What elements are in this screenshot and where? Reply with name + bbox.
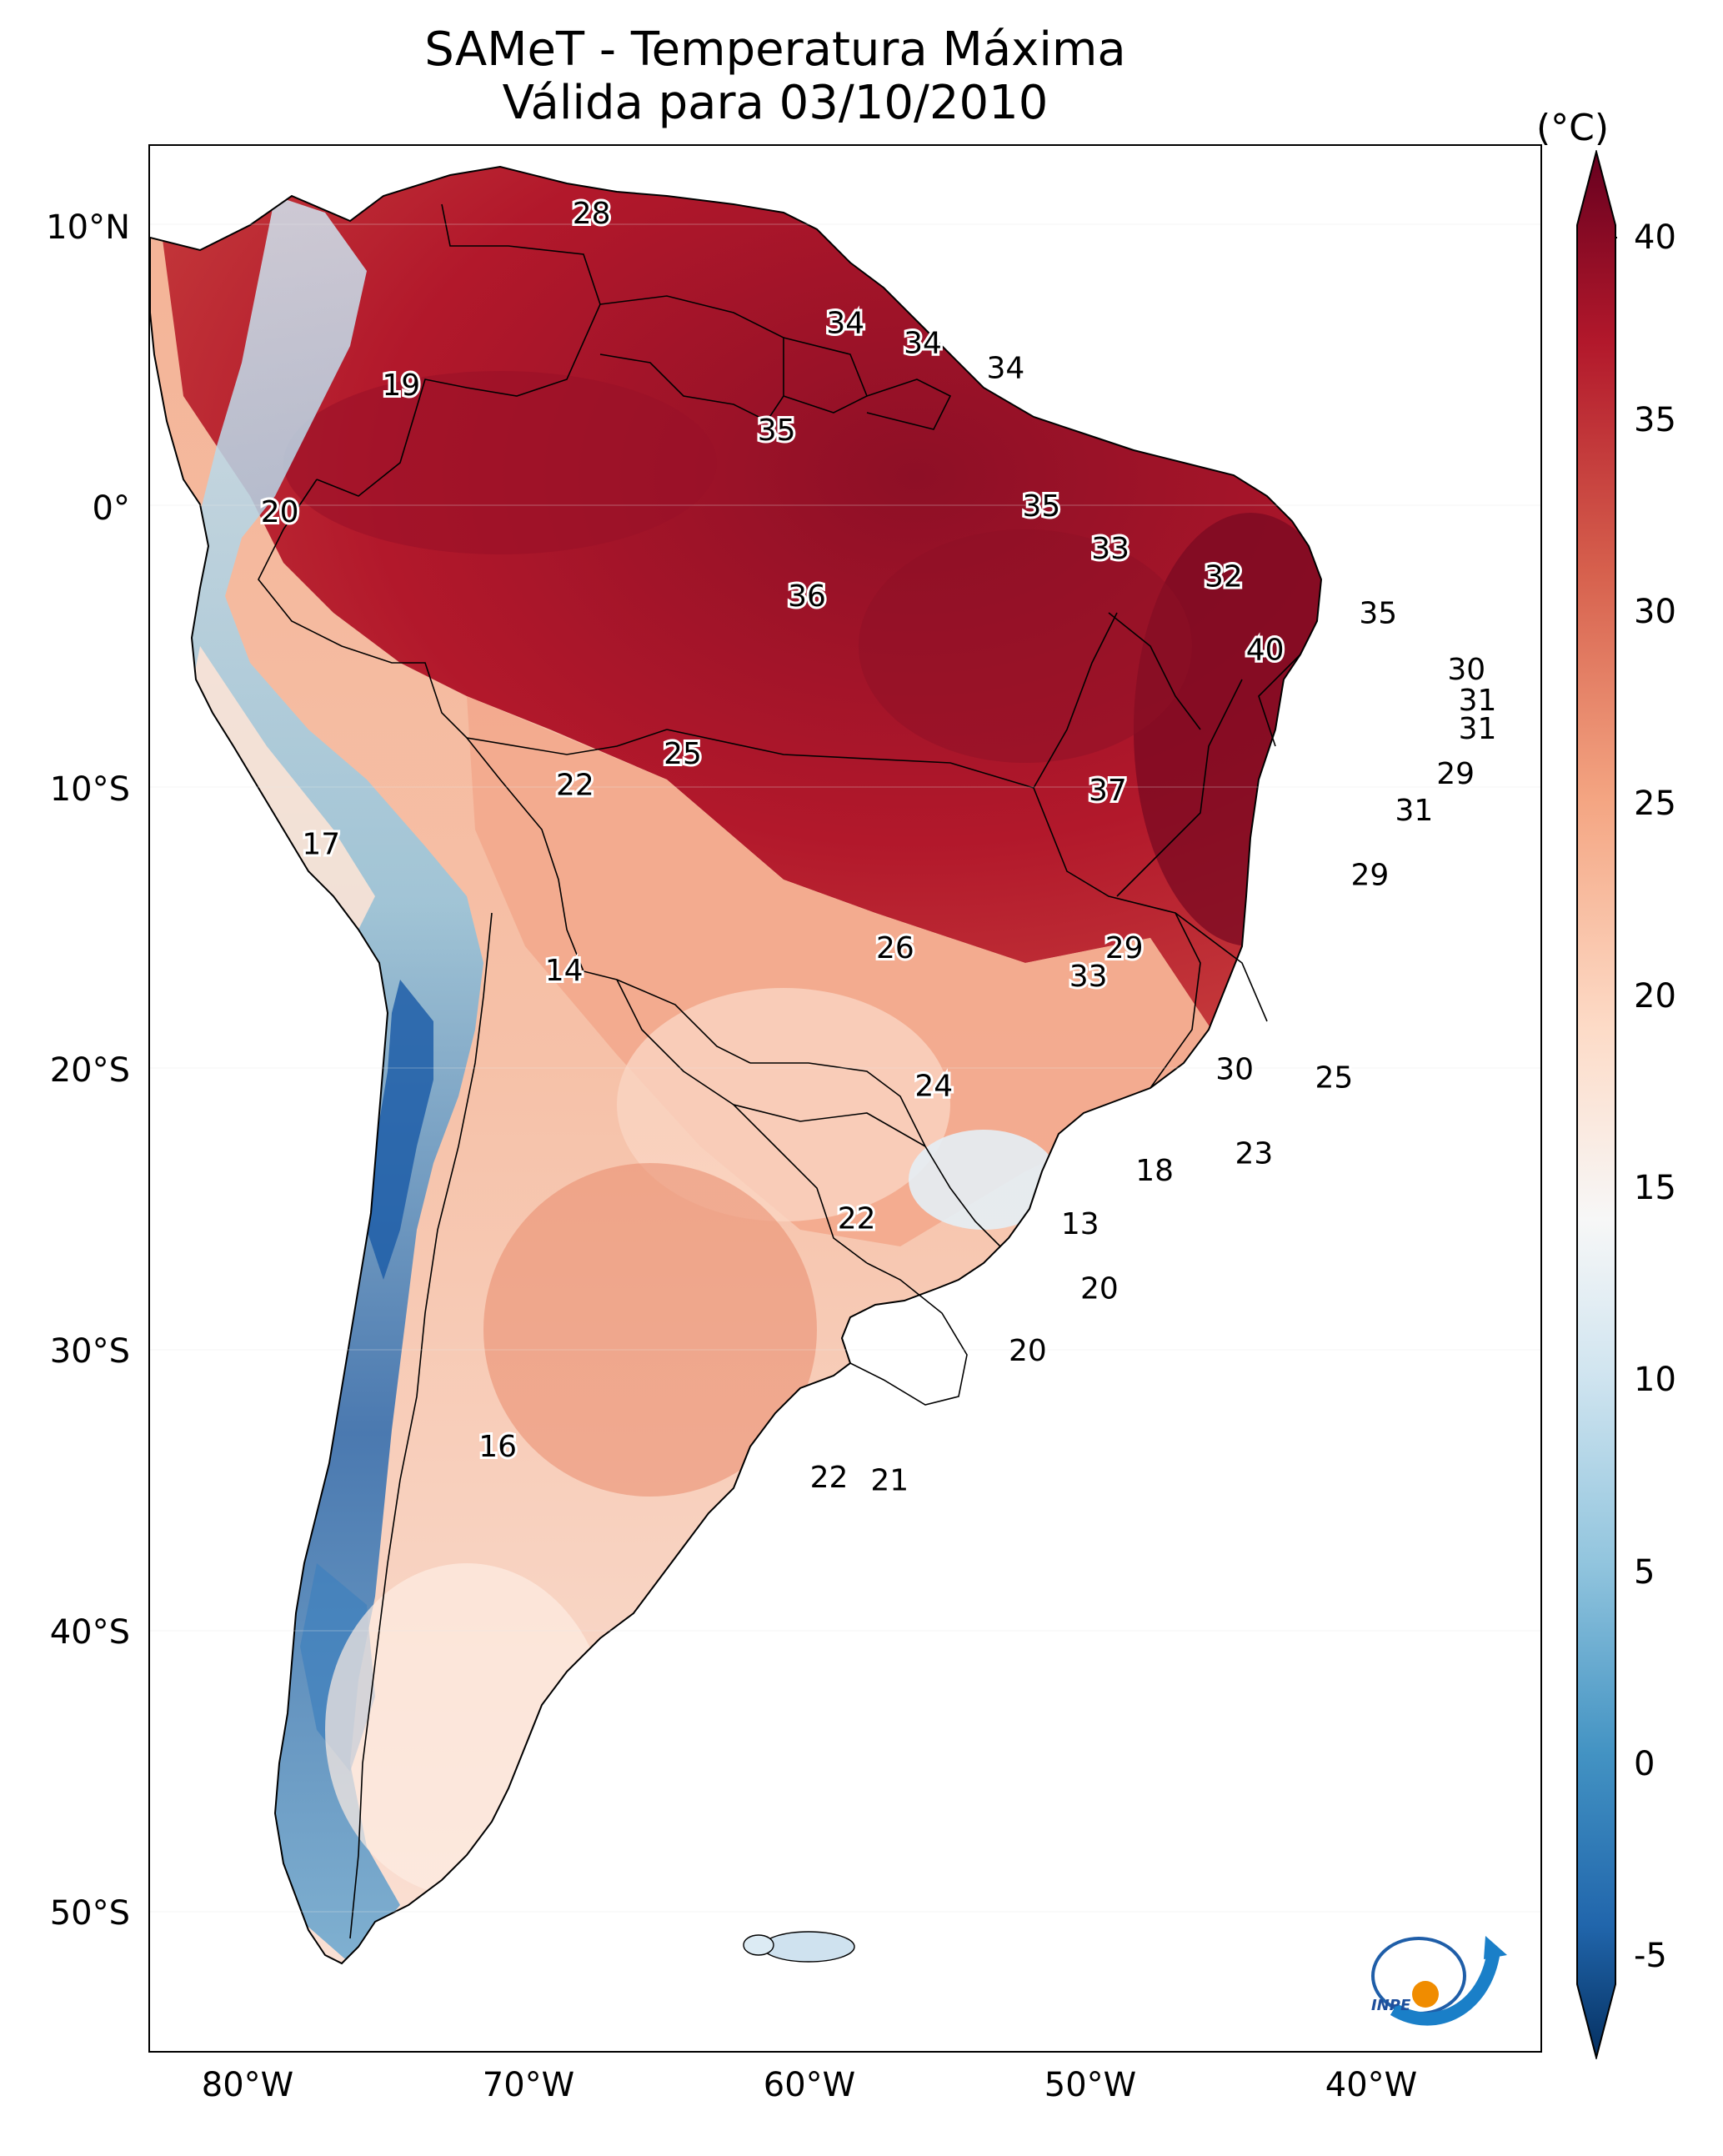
map-frame: 28 34 34 34 19 35 35 20 33 32 36 35 40 30 31 31 25 22 29 37… [148,144,1542,2053]
colorbar-tick: 20 [1634,977,1676,1015]
map-title: SAMeT - Temperatura Máxima [424,23,1126,77]
temperature-label: 22 [810,1461,849,1495]
temperature-label: 24 [914,1070,953,1104]
temperature-label: 36 [788,579,826,614]
lat-label-40s: 40°S [49,1613,130,1652]
lat-label-20s: 20°S [49,1051,130,1090]
temperature-label: 23 [1235,1137,1273,1171]
temperature-label: 35 [1359,596,1397,630]
lat-label-10n: 10°N [46,208,130,247]
lon-label-80w: 80°W [201,2066,294,2104]
temperature-label: 35 [758,414,796,448]
temperature-label: 30 [1447,653,1485,687]
colorbar-tick: 15 [1634,1169,1676,1207]
temperature-label: 22 [556,768,594,802]
lon-label-40w: 40°W [1325,2066,1418,2104]
temperature-label: 19 [382,369,420,403]
lat-label-30s: 30°S [49,1332,130,1371]
temperature-label: 21 [870,1463,909,1497]
temperature-label: 25 [664,737,702,771]
temperature-label: 17 [302,827,340,861]
map-subtitle: Válida para 03/10/2010 [502,76,1049,130]
colorbar-unit: (°C) [1536,107,1610,149]
temperature-label: 29 [1436,757,1475,791]
inpe-logo-text: INPE [1371,1997,1411,2014]
country-borders [150,166,1322,1964]
lon-label-50w: 50°W [1044,2066,1137,2104]
temperature-label: 31 [1395,794,1433,828]
temperature-label: 20 [1009,1334,1047,1368]
temperature-label: 20 [1080,1272,1119,1306]
lat-label-0: 0° [92,489,130,528]
temperature-label: 18 [1135,1154,1174,1188]
temperature-label: 30 [1215,1052,1254,1086]
lon-label-60w: 60°W [763,2066,856,2104]
lat-label-50s: 50°S [49,1894,130,1933]
colorbar-tick: 35 [1634,401,1676,439]
colorbar [1576,150,1617,2059]
temperature-label: 29 [1350,858,1389,892]
temperature-label: 28 [573,197,611,231]
inpe-logo-icon [1371,1936,1507,2026]
temperature-label: 25 [1315,1061,1353,1096]
temperature-label: 33 [1069,960,1108,994]
temperature-label: 31 [1459,712,1497,746]
temperature-label: 26 [876,931,914,965]
temperature-label: 22 [838,1201,876,1236]
colorbar-tick: 25 [1634,785,1676,823]
temperature-label: 33 [1091,532,1129,566]
colorbar-tick: 30 [1634,593,1676,631]
lon-label-70w: 70°W [482,2066,575,2104]
colorbar-tick: 10 [1634,1361,1676,1399]
colorbar-tick: 5 [1634,1553,1655,1592]
temperature-label: 14 [545,954,584,988]
temperature-label: 35 [1022,489,1060,524]
colorbar-tick: -5 [1634,1937,1667,1975]
temperature-label: 31 [1459,684,1497,718]
temperature-label: 13 [1061,1207,1099,1241]
colorbar-tick: 40 [1634,218,1676,257]
temperature-label: 29 [1105,931,1144,965]
temperature-label: 34 [904,326,942,360]
temperature-label: 34 [826,307,864,341]
temperature-label: 16 [478,1430,517,1464]
temperature-label: 40 [1246,633,1285,667]
graticule [150,223,1540,1913]
temperature-label: 32 [1205,560,1243,594]
temperature-label: 20 [261,495,299,529]
temperature-label: 37 [1089,774,1127,808]
colorbar-tick: 0 [1634,1745,1655,1783]
lat-label-10s: 10°S [49,770,130,809]
temperature-label: 34 [986,352,1024,386]
